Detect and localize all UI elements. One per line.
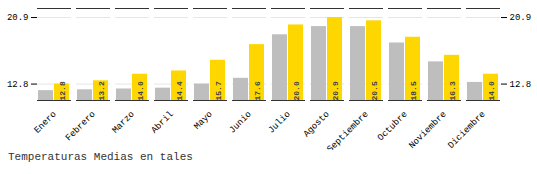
svg-text:Marzo: Marzo	[110, 109, 136, 135]
svg-text:Agosto: Agosto	[302, 109, 332, 139]
svg-text:Octubre: Octubre	[376, 109, 410, 143]
svg-text:20.9: 20.9	[7, 13, 29, 23]
svg-text:14.4: 14.4	[175, 81, 184, 100]
svg-text:18.5: 18.5	[409, 81, 418, 100]
svg-text:Septiembre: Septiembre	[325, 109, 370, 150]
svg-text:16.3: 16.3	[448, 81, 457, 100]
svg-text:Mayo: Mayo	[192, 109, 214, 131]
svg-text:13.2: 13.2	[97, 81, 106, 100]
svg-text:20.0: 20.0	[292, 81, 301, 100]
svg-text:20.9: 20.9	[331, 81, 340, 100]
svg-text:17.6: 17.6	[253, 81, 262, 100]
svg-text:Enero: Enero	[32, 109, 58, 135]
svg-text:12.8: 12.8	[7, 80, 29, 90]
svg-text:20.5: 20.5	[370, 81, 379, 100]
svg-text:Noviembre: Noviembre	[407, 109, 448, 150]
svg-text:12.8: 12.8	[58, 81, 67, 100]
svg-text:Diciembre: Diciembre	[446, 109, 487, 150]
svg-text:12.8: 12.8	[510, 80, 532, 90]
svg-text:Julio: Julio	[266, 109, 292, 135]
svg-text:14.0: 14.0	[487, 81, 496, 100]
svg-text:14.0: 14.0	[136, 81, 145, 100]
html-text:Temperaturas Medias en tales: Temperaturas Medias en tales	[8, 151, 193, 163]
svg-text:Junio: Junio	[227, 109, 253, 135]
svg-text:15.7: 15.7	[214, 81, 223, 100]
svg-text:Febrero: Febrero	[64, 109, 98, 143]
svg-text:Abril: Abril	[149, 109, 175, 135]
svg-text:20.9: 20.9	[510, 13, 532, 23]
